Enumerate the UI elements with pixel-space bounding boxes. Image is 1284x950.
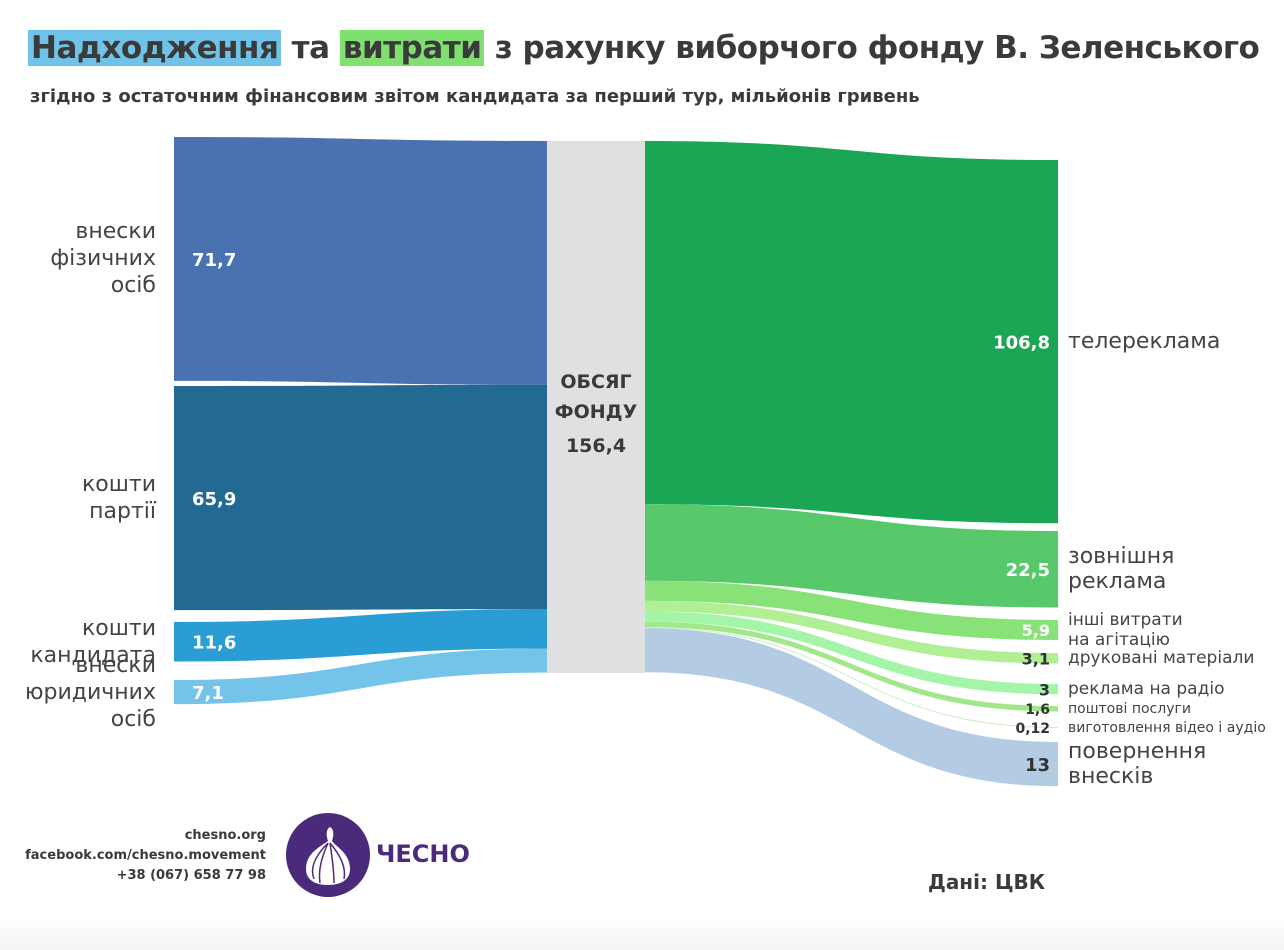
center-label-line2: ФОНДУ: [555, 401, 638, 423]
inflow-label-0: внески фізичних осіб: [50, 219, 156, 299]
inflow-label-3: внески юридичних осіб: [25, 652, 156, 732]
outflow-band-3: [645, 600, 1058, 664]
inflow-label-1: кошти партії: [82, 472, 156, 525]
outflow-band-1: [645, 504, 1058, 608]
center-label-line1: ОБСЯГ: [560, 371, 631, 393]
outflow-value-0: 106,8: [993, 333, 1050, 354]
inflow-value-2: 11,6: [192, 633, 236, 654]
outflow-value-3: 3,1: [1022, 649, 1050, 668]
outflow-label-4: реклама на радіо: [1068, 679, 1225, 700]
outflow-band-5: [645, 621, 1058, 712]
contacts: chesno.org facebook.com/chesno.movement …: [25, 826, 266, 886]
center-total-value: 156,4: [566, 435, 626, 457]
outflow-value-5: 1,6: [1025, 702, 1050, 718]
bottom-strip: [0, 915, 1284, 950]
title-connector: та: [281, 30, 340, 66]
outflow-label-0: телереклама: [1068, 329, 1221, 355]
outflow-band-4: [645, 611, 1058, 695]
outflow-band-2: [645, 580, 1058, 641]
outflow-label-1: зовнішня реклама: [1068, 544, 1175, 595]
garlic-logo-icon: [286, 813, 370, 897]
inflow-value-3: 7,1: [192, 683, 224, 704]
outflow-label-3: друковані матеріали: [1068, 648, 1255, 669]
inflow-value-0: 71,7: [192, 250, 236, 271]
outflow-value-2: 5,9: [1022, 621, 1050, 640]
chart-title: Надходження та витрати з рахунку виборчо…: [28, 30, 1260, 66]
phone-number: +38 (067) 658 77 98: [116, 868, 266, 883]
outflow-value-6: 0,12: [1015, 721, 1050, 737]
inflow-band-1: [174, 384, 547, 611]
outflow-value-1: 22,5: [1006, 560, 1050, 581]
outflow-label-6: виготовлення відео і аудіо: [1068, 719, 1266, 736]
inflow-label-2: кошти кандидата: [30, 615, 156, 668]
outflow-label-7: повернення внесків: [1068, 739, 1207, 790]
logo-text: ЧЕСНО: [376, 840, 470, 868]
chart-subtitle: згідно з остаточним фінансовим звітом ка…: [30, 86, 920, 107]
outflow-band-7: [645, 628, 1058, 787]
outflow-band-6: [645, 627, 1058, 728]
inflow-value-1: 65,9: [192, 489, 236, 510]
inflow-band-3: [174, 648, 547, 705]
outflow-value-4: 3: [1039, 680, 1050, 699]
website-link[interactable]: chesno.org: [184, 828, 266, 843]
outflow-label-5: поштові послуги: [1068, 700, 1191, 717]
outflow-value-7: 13: [1025, 755, 1050, 776]
inflow-band-0: [174, 137, 547, 385]
inflow-band-2: [174, 609, 547, 662]
title-rest: з рахунку виборчого фонду В. Зеленського: [484, 30, 1260, 66]
title-highlight-income: Надходження: [28, 30, 282, 66]
outflow-band-0: [645, 141, 1058, 524]
data-source: Дані: ЦВК: [928, 870, 1046, 894]
outflow-label-2: інші витрати на агітацію: [1068, 610, 1183, 651]
fund-total-node: [547, 141, 645, 673]
title-highlight-expenses: витрати: [339, 30, 485, 66]
facebook-link[interactable]: facebook.com/chesno.movement: [25, 848, 266, 863]
